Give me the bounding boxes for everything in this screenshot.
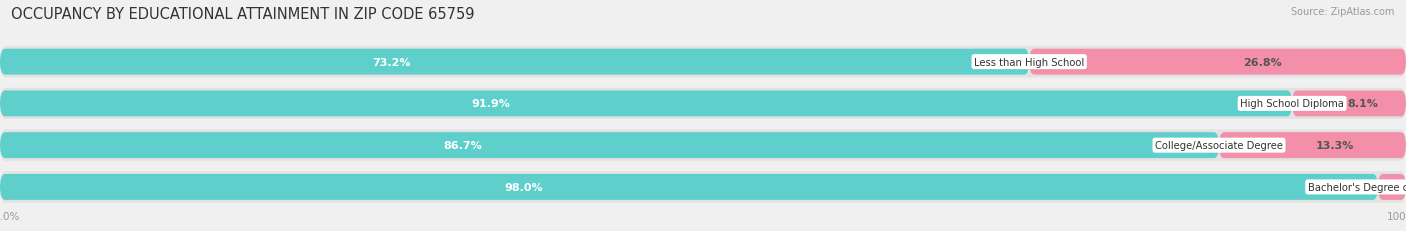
- Text: 98.0%: 98.0%: [505, 182, 543, 192]
- Text: 86.7%: 86.7%: [444, 140, 482, 151]
- FancyBboxPatch shape: [0, 174, 1378, 200]
- Text: 8.1%: 8.1%: [1347, 99, 1378, 109]
- FancyBboxPatch shape: [1292, 91, 1406, 117]
- FancyBboxPatch shape: [1029, 49, 1406, 75]
- Text: Less than High School: Less than High School: [974, 57, 1084, 67]
- FancyBboxPatch shape: [1219, 133, 1406, 158]
- FancyBboxPatch shape: [0, 130, 1406, 161]
- FancyBboxPatch shape: [1378, 174, 1406, 200]
- Text: 73.2%: 73.2%: [371, 57, 411, 67]
- Text: College/Associate Degree: College/Associate Degree: [1154, 140, 1284, 151]
- FancyBboxPatch shape: [0, 47, 1406, 78]
- Text: Bachelor's Degree or higher: Bachelor's Degree or higher: [1308, 182, 1406, 192]
- Text: 2.0%: 2.0%: [1379, 182, 1406, 192]
- Text: Source: ZipAtlas.com: Source: ZipAtlas.com: [1291, 7, 1395, 17]
- FancyBboxPatch shape: [0, 171, 1406, 203]
- Text: 91.9%: 91.9%: [471, 99, 510, 109]
- FancyBboxPatch shape: [0, 49, 1029, 75]
- FancyBboxPatch shape: [0, 88, 1406, 120]
- FancyBboxPatch shape: [0, 133, 1219, 158]
- Text: High School Diploma: High School Diploma: [1240, 99, 1344, 109]
- Text: 26.8%: 26.8%: [1243, 57, 1282, 67]
- Text: OCCUPANCY BY EDUCATIONAL ATTAINMENT IN ZIP CODE 65759: OCCUPANCY BY EDUCATIONAL ATTAINMENT IN Z…: [11, 7, 475, 22]
- FancyBboxPatch shape: [0, 91, 1292, 117]
- Text: 13.3%: 13.3%: [1316, 140, 1354, 151]
